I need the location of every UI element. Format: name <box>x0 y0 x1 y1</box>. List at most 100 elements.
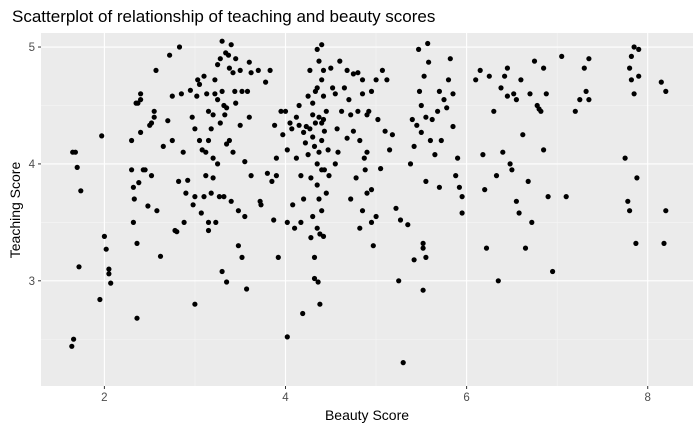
data-point <box>483 245 490 251</box>
data-point <box>323 108 329 114</box>
data-point <box>76 264 82 270</box>
data-point <box>622 155 628 161</box>
data-point <box>435 108 441 114</box>
data-point <box>491 108 497 114</box>
data-point <box>355 70 361 76</box>
data-point <box>320 116 327 123</box>
data-point <box>438 137 444 144</box>
data-point <box>364 190 370 196</box>
data-point <box>634 175 640 181</box>
data-point <box>310 100 316 106</box>
data-point <box>232 88 238 94</box>
data-point <box>520 132 526 138</box>
data-point <box>328 65 334 71</box>
data-point <box>314 85 320 91</box>
data-point <box>195 77 201 83</box>
data-point <box>357 225 363 231</box>
data-point <box>255 67 261 73</box>
data-point <box>583 88 589 94</box>
data-point <box>447 56 453 62</box>
data-point <box>284 334 290 340</box>
data-point <box>302 140 308 146</box>
data-point <box>215 97 221 103</box>
data-point <box>516 210 522 216</box>
data-point <box>242 159 248 165</box>
data-point <box>194 93 200 99</box>
data-point <box>628 77 635 83</box>
data-point <box>224 141 230 147</box>
data-point <box>511 91 517 97</box>
data-point <box>103 246 109 252</box>
data-point <box>205 108 212 114</box>
data-point <box>538 108 544 114</box>
data-point <box>196 137 203 144</box>
data-point <box>577 97 583 103</box>
data-point <box>543 91 549 97</box>
data-point <box>212 77 218 83</box>
data-point <box>136 180 142 186</box>
data-point <box>138 91 144 97</box>
data-point <box>350 128 356 134</box>
data-point <box>129 167 135 173</box>
data-point <box>636 73 642 79</box>
data-point <box>531 58 538 64</box>
data-point <box>411 257 417 263</box>
data-point <box>71 336 77 342</box>
data-point <box>213 219 219 225</box>
data-point <box>237 122 243 128</box>
data-point <box>344 135 350 141</box>
data-point <box>420 240 426 246</box>
data-point <box>267 67 273 73</box>
data-point <box>311 254 318 260</box>
data-point <box>586 56 592 62</box>
data-point <box>586 97 592 103</box>
data-point <box>502 73 508 79</box>
data-point <box>310 213 316 220</box>
data-point <box>208 190 214 196</box>
data-point <box>507 161 513 167</box>
data-point <box>378 166 384 172</box>
x-axis-label: Beauty Score <box>325 407 409 423</box>
data-point <box>320 233 327 239</box>
data-point <box>397 217 404 223</box>
data-point <box>219 268 225 275</box>
data-point <box>518 77 524 83</box>
data-point <box>212 91 218 97</box>
data-point <box>180 149 186 155</box>
data-point <box>178 91 184 97</box>
data-point <box>513 198 520 204</box>
data-points <box>69 38 669 366</box>
data-point <box>157 253 164 259</box>
data-point <box>325 147 331 153</box>
data-point <box>396 278 402 284</box>
data-point <box>339 108 345 114</box>
data-point <box>525 178 531 184</box>
data-point <box>314 225 320 231</box>
data-point <box>416 46 422 53</box>
data-point <box>271 217 277 223</box>
data-point <box>201 73 207 79</box>
data-point <box>389 132 395 138</box>
x-tick-label: 4 <box>282 392 289 404</box>
data-point <box>142 167 148 173</box>
data-point <box>362 167 368 173</box>
data-point <box>230 149 236 155</box>
data-point <box>319 42 325 48</box>
data-point <box>108 280 114 286</box>
data-point <box>224 105 230 111</box>
data-point <box>550 268 556 275</box>
data-point <box>216 194 222 200</box>
data-point <box>205 137 212 144</box>
data-point <box>305 152 311 158</box>
data-point <box>222 112 228 118</box>
data-point <box>545 194 551 200</box>
data-point <box>198 210 204 216</box>
data-point <box>330 85 336 91</box>
data-point <box>359 91 366 97</box>
data-point <box>436 184 442 190</box>
data-point <box>225 52 232 58</box>
data-point <box>205 227 212 234</box>
data-point <box>282 108 289 114</box>
data-point <box>317 301 323 307</box>
data-point <box>316 196 322 202</box>
